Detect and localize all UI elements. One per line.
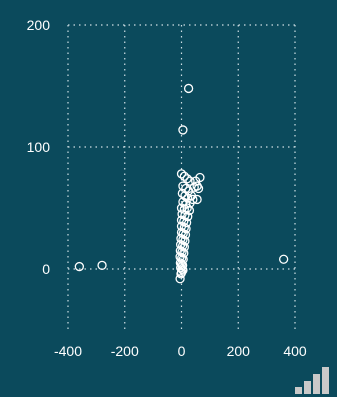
data-points (74, 83, 289, 284)
y-tick-label: 0 (42, 261, 50, 277)
data-point (183, 83, 194, 94)
data-point (175, 263, 186, 273)
signal-bars-icon (295, 367, 329, 394)
data-point (177, 264, 187, 274)
data-point (178, 181, 188, 191)
x-tick-label: 0 (178, 343, 186, 359)
data-point (179, 171, 189, 181)
data-point (178, 125, 188, 135)
data-point (193, 183, 204, 194)
data-point (192, 181, 202, 191)
y-tick-label: 200 (27, 17, 51, 33)
data-point (175, 274, 185, 284)
data-point (278, 254, 289, 264)
y-tick-label: 100 (27, 139, 51, 155)
y-axis-ticks: 0 100 200 (27, 17, 51, 277)
data-point (182, 174, 192, 184)
grid-lines (67, 24, 296, 330)
data-point (192, 194, 202, 205)
data-point (195, 172, 205, 183)
data-point (74, 261, 84, 272)
x-tick-label: 200 (227, 343, 251, 359)
data-point (185, 198, 195, 208)
data-point (176, 169, 187, 179)
data-point (185, 176, 195, 186)
data-point (97, 260, 107, 270)
x-axis-ticks: -400 -200 0 200 400 (54, 343, 307, 359)
x-tick-label: -200 (111, 343, 139, 359)
data-point (176, 268, 187, 278)
x-tick-label: -400 (54, 343, 82, 359)
x-tick-label: 400 (283, 343, 307, 359)
